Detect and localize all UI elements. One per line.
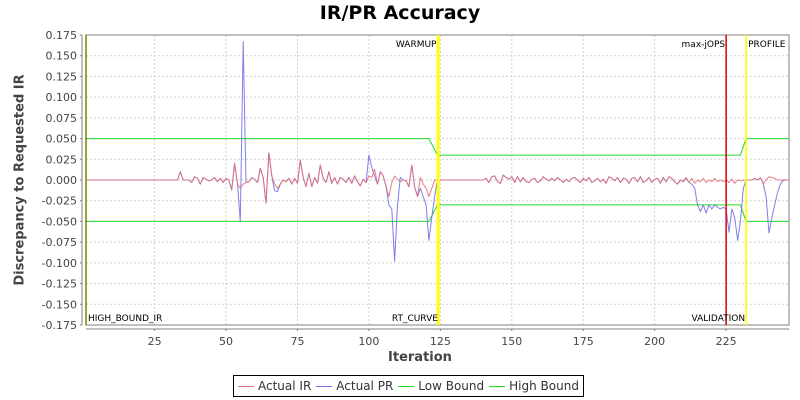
svg-text:VALIDATION: VALIDATION bbox=[692, 314, 746, 324]
svg-text:0.100: 0.100 bbox=[46, 91, 78, 104]
svg-text:-0.050: -0.050 bbox=[42, 215, 77, 228]
legend-swatch-high-bound bbox=[489, 385, 506, 387]
legend-label: Low Bound bbox=[418, 379, 485, 393]
legend-label: Actual IR bbox=[258, 379, 312, 393]
svg-text:75: 75 bbox=[290, 335, 304, 348]
svg-text:50: 50 bbox=[219, 335, 233, 348]
svg-text:225: 225 bbox=[716, 335, 737, 348]
legend-label: High Bound bbox=[509, 379, 579, 393]
svg-text:0.125: 0.125 bbox=[46, 70, 78, 83]
svg-text:0.025: 0.025 bbox=[46, 153, 78, 166]
legend-swatch-actual-pr bbox=[316, 385, 333, 387]
chart-title: IR/PR Accuracy bbox=[319, 2, 481, 24]
svg-text:PROFILE: PROFILE bbox=[748, 40, 786, 50]
legend-swatch-low-bound bbox=[398, 385, 415, 387]
svg-text:-0.125: -0.125 bbox=[42, 278, 77, 291]
legend-item-high-bound: High Bound bbox=[489, 379, 579, 393]
svg-text:RT_CURVE: RT_CURVE bbox=[392, 314, 438, 324]
svg-text:200: 200 bbox=[644, 335, 665, 348]
svg-text:-0.100: -0.100 bbox=[42, 257, 77, 270]
svg-text:0.000: 0.000 bbox=[46, 174, 78, 187]
svg-text:WARMUP: WARMUP bbox=[396, 40, 437, 50]
svg-text:-0.175: -0.175 bbox=[42, 319, 77, 332]
svg-text:175: 175 bbox=[573, 335, 594, 348]
svg-text:25: 25 bbox=[148, 335, 162, 348]
svg-text:HIGH_BOUND_IR: HIGH_BOUND_IR bbox=[88, 314, 162, 324]
svg-text:150: 150 bbox=[501, 335, 522, 348]
svg-text:max-jOPS: max-jOPS bbox=[682, 40, 726, 50]
x-axis-label: Iteration bbox=[388, 350, 452, 365]
svg-text:100: 100 bbox=[358, 335, 379, 348]
legend-swatch-actual-ir bbox=[238, 385, 254, 387]
legend-label: Actual PR bbox=[336, 379, 394, 393]
legend-item-low-bound: Low Bound bbox=[398, 379, 484, 393]
svg-text:125: 125 bbox=[430, 335, 451, 348]
series-lines bbox=[86, 41, 789, 262]
svg-text:0.075: 0.075 bbox=[46, 112, 78, 125]
svg-text:-0.150: -0.150 bbox=[42, 298, 77, 311]
svg-text:0.175: 0.175 bbox=[46, 29, 78, 42]
svg-text:0.150: 0.150 bbox=[46, 50, 78, 63]
legend-item-actual-pr: Actual PR bbox=[316, 379, 393, 393]
svg-text:0.050: 0.050 bbox=[46, 133, 78, 146]
svg-text:-0.075: -0.075 bbox=[42, 236, 77, 249]
phase-markers: HIGH_BOUND_IR WARMUP RT_CURVE max-jOPS PROFI… bbox=[85, 35, 786, 325]
svg-text:-0.025: -0.025 bbox=[42, 195, 77, 208]
legend: Actual IR Actual PR Low Bound High Bound bbox=[233, 375, 584, 397]
legend-item-actual-ir: Actual IR bbox=[238, 379, 311, 393]
